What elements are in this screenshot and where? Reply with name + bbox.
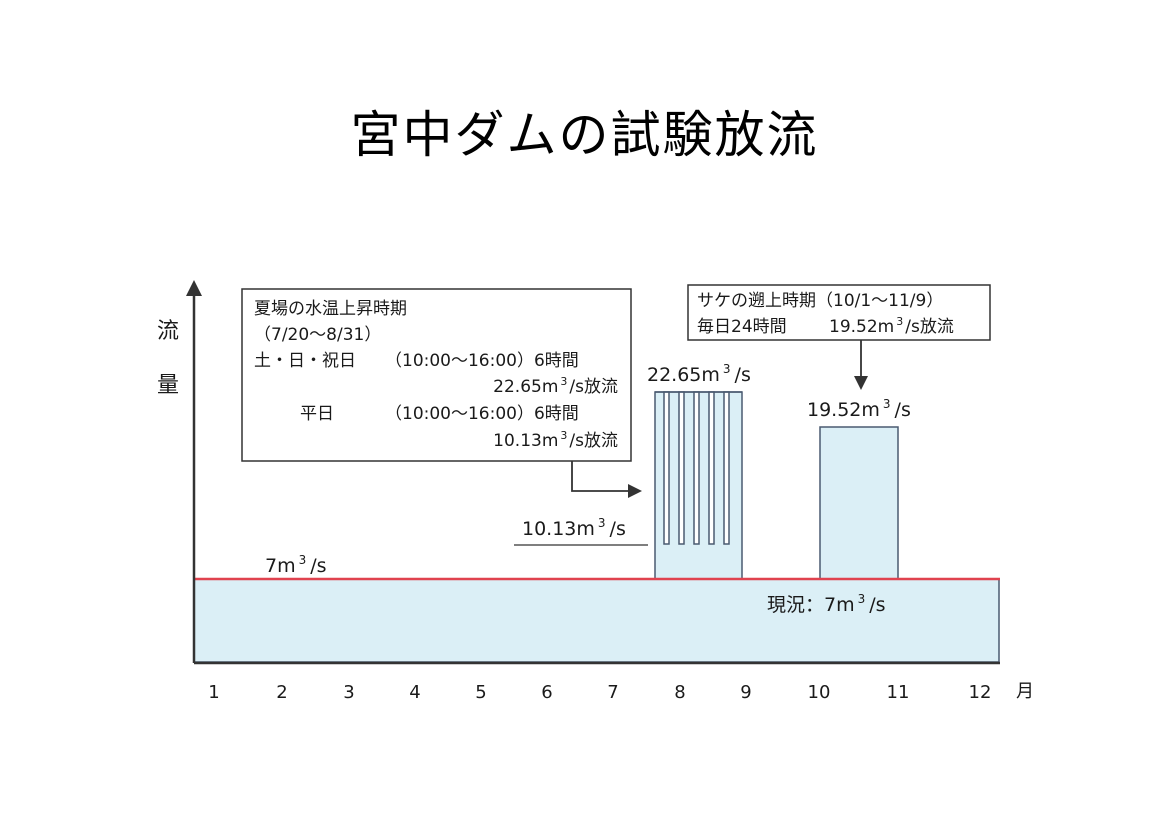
salmon-annotation-text: サケの遡上時期（10/1～11/9） 毎日24時間 19.52m 3/s放流 (697, 291, 954, 337)
summer-line-4: 22.65m 3/s放流 (493, 375, 618, 397)
summer-line-6: 10.13m 3/s放流 (493, 429, 618, 451)
x-axis-unit: 月 (1016, 681, 1034, 702)
summer-line-3-time: （10:00～16:00）6時間 (385, 351, 579, 371)
month-tick: 4 (409, 682, 420, 703)
summer-pulse-gap (708, 391, 715, 545)
month-tick: 7 (607, 682, 618, 703)
salmon-line-2b: 19.52m 3/s放流 (829, 315, 954, 337)
month-tick: 3 (343, 682, 354, 703)
baseline-region (193, 578, 1000, 663)
summer-line-2: （7/20～8/31） (254, 325, 381, 345)
salmon-line-1: サケの遡上時期（10/1～11/9） (697, 291, 943, 311)
summer-line-5-time: （10:00～16:00）6時間 (385, 404, 579, 424)
month-tick: 1 (208, 682, 219, 703)
baseline-value-label: 7m 3/s (265, 553, 327, 577)
month-tick: 5 (475, 682, 486, 703)
summer-pulse-gap (693, 391, 700, 545)
summer-pulse-gap (723, 391, 730, 545)
salmon-level-label: 19.52m 3/s (807, 397, 911, 421)
month-tick: 12 (969, 682, 992, 703)
salmon-release-block (819, 426, 899, 580)
month-tick: 8 (674, 682, 685, 703)
summer-pulse-gap (663, 391, 670, 545)
x-axis-ticks: 1 2 3 4 5 6 7 8 9 10 11 12 (208, 682, 991, 703)
month-tick: 10 (808, 682, 831, 703)
summer-peak-label: 22.65m 3/s (647, 362, 751, 386)
summer-line-5-day: 平日 (300, 404, 334, 424)
summer-annotation-box (241, 288, 632, 462)
summer-line-3-day: 土・日・祝日 (254, 351, 356, 371)
salmon-line-2a: 毎日24時間 (697, 317, 787, 337)
month-tick: 9 (740, 682, 751, 703)
status-label: 現況：7m 3/s (767, 592, 886, 616)
y-axis-label-2: 量 (157, 373, 179, 398)
summer-low-label: 10.13m 3/s (522, 516, 626, 540)
salmon-annotation-box (687, 284, 991, 341)
month-tick: 2 (276, 682, 287, 703)
month-tick: 6 (541, 682, 552, 703)
salmon-arrow-head (854, 376, 868, 390)
summer-pulse-gap (678, 391, 685, 545)
summer-arrow-head (628, 484, 642, 498)
summer-connector-arrow (571, 461, 628, 492)
y-axis-arrow (186, 280, 202, 296)
summer-annotation-text: 夏場の水温上昇時期 （7/20～8/31） 土・日・祝日 （10:00～16:0… (254, 299, 618, 451)
summer-line-1: 夏場の水温上昇時期 (254, 299, 407, 319)
y-axis-label-1: 流 (157, 319, 179, 344)
month-tick: 11 (887, 682, 910, 703)
page-title: 宮中ダムの試験放流 (350, 106, 819, 164)
